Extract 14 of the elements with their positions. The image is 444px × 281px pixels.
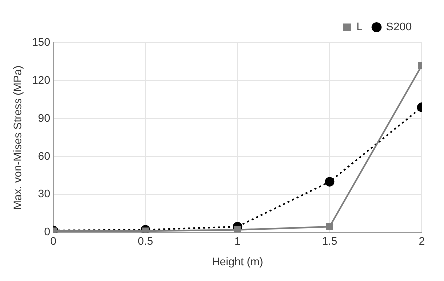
legend-label: L xyxy=(356,22,363,34)
legend-label: S200 xyxy=(386,22,412,34)
y-tick-label: 0 xyxy=(44,226,51,239)
x-tick-label: 1.5 xyxy=(322,236,338,248)
x-tick-label: 0.5 xyxy=(138,236,154,248)
x-tick-label: 2 xyxy=(418,236,426,248)
y-tick-label: 90 xyxy=(38,112,51,125)
y-tick-label: 60 xyxy=(38,150,51,163)
y-tick-label: 150 xyxy=(32,37,51,50)
y-axis-title: Max. von-Mises Stress (MPa) xyxy=(12,66,25,210)
y-tick-label: 30 xyxy=(38,188,51,201)
x-axis-title: Height (m) xyxy=(212,256,264,268)
x-tick-label: 1 xyxy=(234,236,241,248)
y-tick-label: 120 xyxy=(32,74,51,87)
